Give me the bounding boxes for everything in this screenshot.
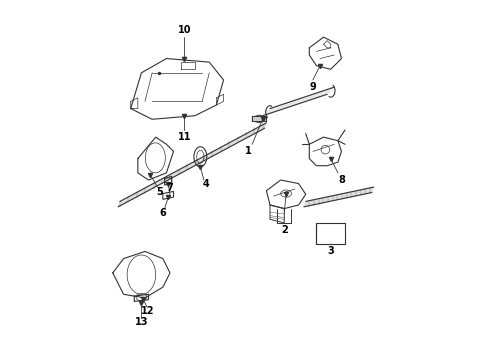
Polygon shape (252, 116, 267, 121)
Polygon shape (263, 87, 334, 116)
Text: 2: 2 (281, 225, 288, 235)
Text: 6: 6 (159, 208, 166, 218)
Text: 8: 8 (338, 175, 345, 185)
Text: 13: 13 (135, 317, 148, 327)
Polygon shape (118, 123, 267, 207)
Polygon shape (304, 187, 373, 207)
Text: 4: 4 (202, 179, 209, 189)
Text: 9: 9 (310, 82, 316, 92)
Text: 3: 3 (327, 247, 334, 256)
Text: 1: 1 (245, 147, 252, 157)
Text: 12: 12 (141, 306, 154, 316)
Text: 7: 7 (166, 183, 172, 193)
Text: 5: 5 (156, 187, 163, 197)
Text: 10: 10 (177, 25, 191, 35)
Text: 11: 11 (177, 132, 191, 142)
